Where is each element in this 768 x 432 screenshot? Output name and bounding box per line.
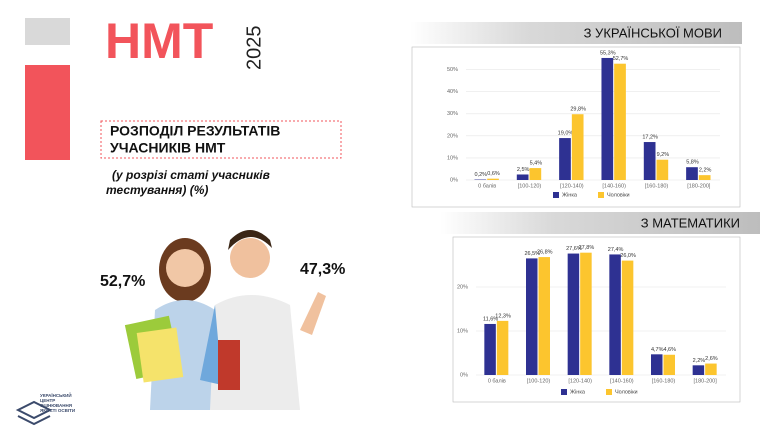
x-tick-label: [180-200] [694, 378, 718, 384]
bar [538, 257, 550, 375]
bar [656, 159, 669, 180]
bar [614, 63, 626, 181]
value-label: 2,6% [705, 356, 718, 362]
year: 2025 [243, 26, 265, 71]
bar [580, 252, 592, 375]
subheading: тестування) (%) [106, 183, 208, 197]
value-label: 29,8% [570, 107, 586, 113]
y-tick-label: 10% [457, 328, 468, 334]
x-tick-label: [100-120) [527, 378, 551, 384]
y-tick-label: 40% [447, 89, 458, 95]
y-tick-label: 10% [447, 155, 458, 161]
y-tick-label: 30% [447, 111, 458, 117]
deco-bar [25, 65, 70, 160]
bar [487, 178, 499, 180]
bar [484, 323, 496, 375]
value-label: 19,0% [558, 131, 574, 137]
x-tick-label: [160-180) [645, 183, 669, 189]
legend-label: Чоловіки [615, 389, 638, 395]
y-tick-label: 50% [447, 67, 458, 73]
female-share: 52,7% [100, 273, 145, 290]
bar [686, 167, 698, 180]
students-illustration [124, 230, 326, 410]
bar [705, 363, 717, 375]
value-label: 27,8% [579, 245, 595, 251]
value-label: 2,2% [693, 358, 706, 364]
bar [559, 138, 571, 180]
bar [698, 175, 711, 180]
male-share: 47,3% [300, 261, 345, 278]
bar [663, 354, 675, 375]
value-label: 27,6% [566, 246, 582, 252]
bar [692, 365, 705, 375]
bar [529, 168, 542, 180]
bar [526, 258, 538, 375]
value-label: 12,3% [495, 313, 511, 319]
value-label: 2,5% [517, 167, 530, 173]
y-tick-label: 0% [450, 177, 458, 183]
bar [651, 354, 663, 375]
legend-label: Жінка [562, 192, 578, 198]
value-label: 5,8% [686, 160, 699, 166]
value-label: 55,3% [600, 50, 616, 56]
heading: УЧАСНИКІВ НМТ [110, 140, 226, 156]
bar [567, 253, 580, 375]
value-label: 11,6% [483, 316, 498, 322]
legend-label: Чоловіки [607, 192, 630, 198]
value-label: 27,4% [608, 247, 624, 253]
bar [516, 174, 529, 180]
x-tick-label: [140-160) [602, 183, 626, 189]
logo-text: ЯКОСТІ ОСВІТИ [40, 408, 75, 413]
value-label: 26,8% [537, 250, 553, 256]
bar [621, 260, 634, 375]
value-label: 4,7% [651, 347, 664, 353]
value-label: 9,2% [657, 152, 670, 158]
value-label: 0,6% [487, 171, 500, 177]
value-label: 2,2% [699, 168, 712, 174]
y-tick-label: 20% [457, 284, 468, 290]
value-label: 4,6% [663, 347, 676, 353]
logo-text: ЦЕНТР [40, 398, 55, 403]
legend-swatch [561, 389, 567, 395]
x-tick-label: [140-160) [610, 378, 634, 384]
value-label: 17,2% [642, 134, 658, 140]
heading: РОЗПОДІЛ РЕЗУЛЬТАТІВ [110, 123, 280, 139]
brand: НМТ [105, 13, 213, 69]
value-label: 26,5% [524, 251, 540, 257]
subheading: (у розрізі статі учасників [112, 168, 270, 182]
chart-title: З УКРАЇНСЬКОЇ МОВИ [584, 25, 722, 40]
x-tick-label: [120-140) [568, 378, 592, 384]
logo-text: ОЦІНЮВАННЯ [40, 403, 72, 408]
x-tick-label: 0 балів [478, 183, 496, 189]
logo: УКРАЇНСЬКИЙ ЦЕНТР ОЦІНЮВАННЯ ЯКОСТІ ОСВІ… [15, 391, 75, 426]
bar [496, 320, 509, 375]
chart-header [410, 22, 742, 44]
bar [609, 254, 621, 375]
x-tick-label: [120-140) [560, 183, 584, 189]
bar [643, 142, 656, 180]
y-tick-label: 0% [460, 372, 468, 378]
logo-text: УКРАЇНСЬКИЙ [40, 391, 72, 398]
legend-swatch [606, 389, 612, 395]
heading-box [100, 120, 342, 159]
chart-title: З МАТЕМАТИКИ [641, 215, 740, 230]
value-label: 5,4% [530, 161, 543, 167]
x-tick-label: [160-180) [652, 378, 676, 384]
x-tick-label: 0 балів [488, 378, 506, 384]
legend-swatch [553, 192, 559, 198]
x-tick-label: [100-120) [518, 183, 542, 189]
y-tick-label: 20% [447, 133, 458, 139]
deco-square [25, 18, 70, 45]
x-tick-label: [180-200] [687, 183, 711, 189]
legend-label: Жінка [570, 389, 586, 395]
value-label: 52,7% [613, 56, 629, 62]
chart-header [440, 212, 760, 234]
value-label: 0,2% [475, 172, 488, 178]
bar [571, 114, 584, 180]
bar [601, 57, 614, 181]
value-label: 26,0% [620, 253, 636, 259]
legend-swatch [598, 192, 604, 198]
